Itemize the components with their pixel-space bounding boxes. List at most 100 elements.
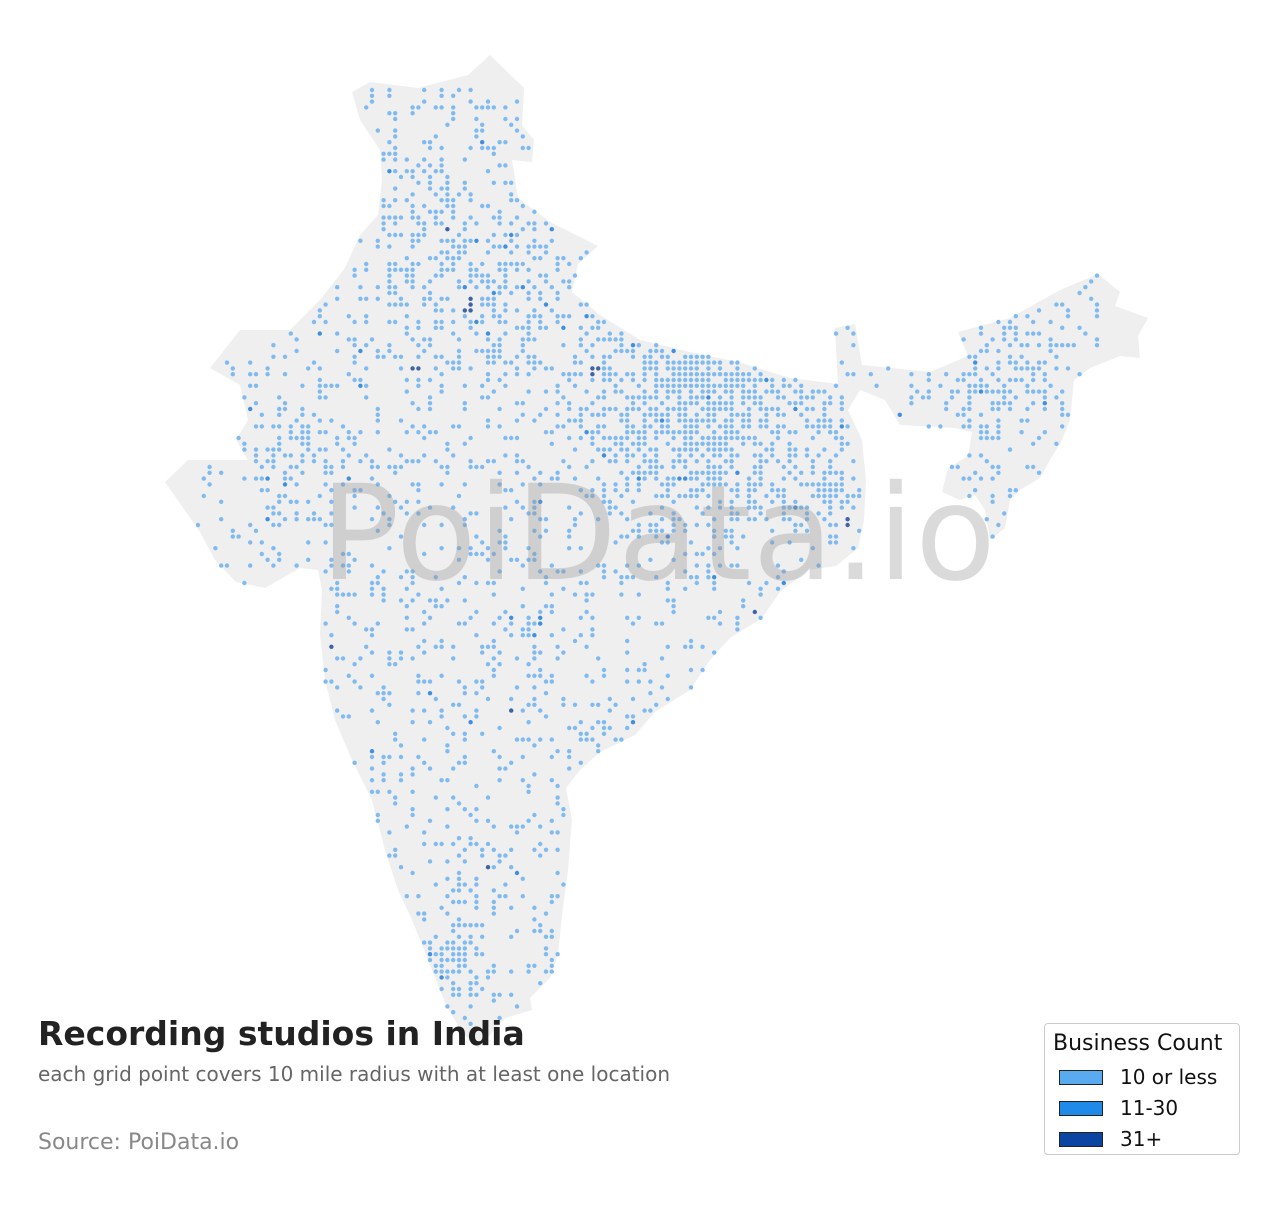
grid-point (775, 395, 781, 400)
grid-point (625, 430, 630, 435)
grid-point (851, 476, 856, 481)
grid-point (706, 383, 711, 388)
grid-point (433, 209, 438, 214)
grid-point (474, 285, 479, 290)
grid-point (642, 667, 647, 673)
grid-point (1031, 441, 1036, 446)
grid-point (509, 290, 514, 296)
grid-point (967, 389, 972, 394)
grid-point (775, 412, 781, 417)
grid-point (1007, 447, 1013, 452)
grid-point (422, 227, 427, 232)
grid-point (445, 946, 450, 951)
grid-point (1094, 302, 1100, 307)
grid-point (822, 412, 827, 417)
grid-point (422, 940, 427, 945)
grid-point (387, 290, 392, 296)
grid-point (590, 430, 595, 435)
grid-point (439, 952, 444, 957)
grid-point (381, 760, 386, 765)
grid-point (451, 946, 456, 951)
grid-point (509, 232, 514, 238)
grid-point (717, 395, 723, 400)
grid-point (717, 453, 723, 458)
grid-point (549, 818, 554, 823)
grid-point (509, 180, 514, 185)
grid-point (729, 383, 734, 388)
grid-point (717, 499, 723, 504)
grid-point (984, 389, 989, 394)
grid-point (474, 946, 479, 951)
grid-point (340, 656, 346, 661)
grid-point (671, 377, 676, 383)
grid-point (398, 302, 404, 307)
grid-point (578, 424, 583, 429)
grid-point (839, 395, 844, 400)
grid-point (288, 476, 293, 481)
grid-point (967, 493, 972, 499)
grid-point (978, 348, 984, 354)
grid-point (422, 911, 427, 916)
grid-point (648, 406, 653, 412)
grid-point (630, 401, 636, 406)
grid-point (729, 499, 734, 504)
grid-point (1019, 343, 1024, 348)
grid-point (323, 383, 328, 388)
grid-point (398, 215, 404, 220)
grid-point (532, 557, 537, 562)
grid-point (770, 377, 775, 383)
grid-point (1013, 331, 1018, 336)
grid-point (654, 406, 659, 412)
grid-point (793, 522, 798, 528)
grid-point (683, 551, 688, 557)
grid-point (688, 418, 694, 423)
grid-point (445, 859, 450, 864)
grid-point (456, 760, 462, 765)
grid-point (329, 522, 334, 528)
grid-point (735, 511, 740, 516)
grid-point (543, 325, 549, 330)
grid-point (636, 615, 641, 620)
grid-point (398, 366, 404, 371)
grid-point (514, 244, 520, 249)
grid-point (828, 499, 833, 504)
grid-point (538, 482, 543, 487)
grid-point (833, 430, 839, 435)
grid-point (978, 430, 984, 435)
grid-point (277, 551, 282, 557)
grid-point (654, 383, 659, 388)
grid-point (509, 250, 514, 255)
grid-point (439, 308, 444, 313)
grid-point (851, 546, 856, 551)
grid-point (683, 366, 688, 371)
grid-point (642, 453, 647, 458)
grid-point (485, 372, 491, 377)
grid-point (723, 383, 728, 388)
grid-point (433, 215, 438, 220)
grid-point (683, 569, 688, 574)
grid-point (323, 302, 328, 307)
grid-point (480, 122, 485, 128)
grid-point (572, 476, 578, 481)
grid-point (439, 986, 444, 992)
grid-point (230, 372, 235, 377)
grid-point (746, 580, 752, 586)
grid-point (497, 853, 502, 858)
grid-point (375, 285, 380, 290)
grid-point (468, 198, 473, 203)
grid-point (735, 453, 740, 458)
grid-point (677, 389, 682, 394)
grid-point (236, 435, 241, 441)
grid-point (445, 447, 450, 452)
grid-point (410, 766, 415, 771)
grid-point (445, 441, 450, 446)
grid-point (555, 267, 560, 272)
grid-point (410, 482, 415, 487)
grid-point (369, 517, 375, 522)
grid-point (422, 221, 427, 226)
grid-point (555, 319, 560, 325)
grid-point (735, 546, 740, 551)
grid-point (781, 464, 786, 470)
grid-point (369, 650, 375, 655)
grid-point (265, 505, 270, 510)
